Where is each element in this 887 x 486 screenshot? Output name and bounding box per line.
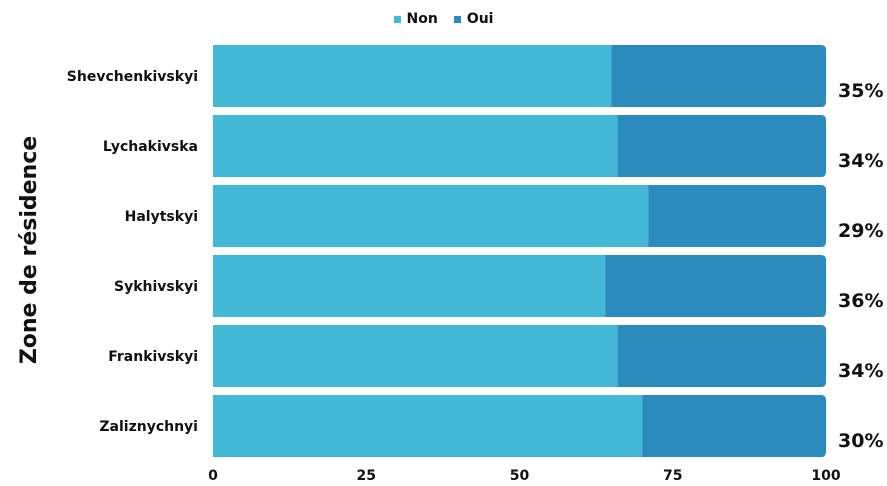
data-label-zaliznychnyi: 30%	[838, 430, 883, 452]
bar-non-lychakivska[interactable]	[213, 115, 618, 177]
bar-non-zaliznychnyi[interactable]	[213, 395, 643, 457]
legend-item-oui[interactable]: Oui	[453, 11, 494, 27]
legend-item-non[interactable]: Non	[393, 11, 438, 27]
category-label-shevchenkivskyi: Shevchenkivskyi	[67, 69, 198, 85]
category-label-frankivskyi: Frankivskyi	[108, 349, 198, 365]
data-label-sykhivskyi: 36%	[838, 290, 883, 312]
bar-oui-halytskyi[interactable]	[648, 185, 826, 247]
x-tick-label-100: 100	[811, 468, 840, 484]
data-label-lychakivska: 34%	[838, 150, 883, 172]
bar-non-halytskyi[interactable]	[213, 185, 649, 247]
x-tick-label-25: 25	[357, 468, 376, 484]
data-label-shevchenkivskyi: 35%	[838, 80, 883, 102]
y-axis-title: Zone de résidence	[17, 136, 42, 364]
data-label-frankivskyi: 34%	[838, 360, 883, 382]
bar-oui-zaliznychnyi[interactable]	[642, 395, 826, 457]
legend-label-non: Non	[406, 11, 438, 27]
bar-oui-lychakivska[interactable]	[617, 115, 826, 177]
x-tick-label-0: 0	[208, 468, 218, 484]
x-tick-label-75: 75	[663, 468, 682, 484]
category-label-zaliznychnyi: Zaliznychnyi	[99, 419, 198, 435]
bar-oui-frankivskyi[interactable]	[617, 325, 826, 387]
bar-oui-shevchenkivskyi[interactable]	[611, 45, 826, 107]
bar-non-sykhivskyi[interactable]	[213, 255, 606, 317]
category-label-sykhivskyi: Sykhivskyi	[114, 279, 198, 295]
legend-swatch-non	[393, 15, 401, 23]
bar-non-shevchenkivskyi[interactable]	[213, 45, 612, 107]
legend-label-oui: Oui	[466, 11, 494, 27]
x-tick-label-50: 50	[510, 468, 530, 484]
category-label-lychakivska: Lychakivska	[103, 139, 198, 155]
bar-oui-sykhivskyi[interactable]	[605, 255, 826, 317]
legend-swatch-oui	[453, 15, 461, 23]
legend: Non Oui	[0, 11, 887, 27]
data-label-halytskyi: 29%	[838, 220, 883, 242]
bar-non-frankivskyi[interactable]	[213, 325, 618, 387]
category-label-halytskyi: Halytskyi	[125, 209, 198, 225]
